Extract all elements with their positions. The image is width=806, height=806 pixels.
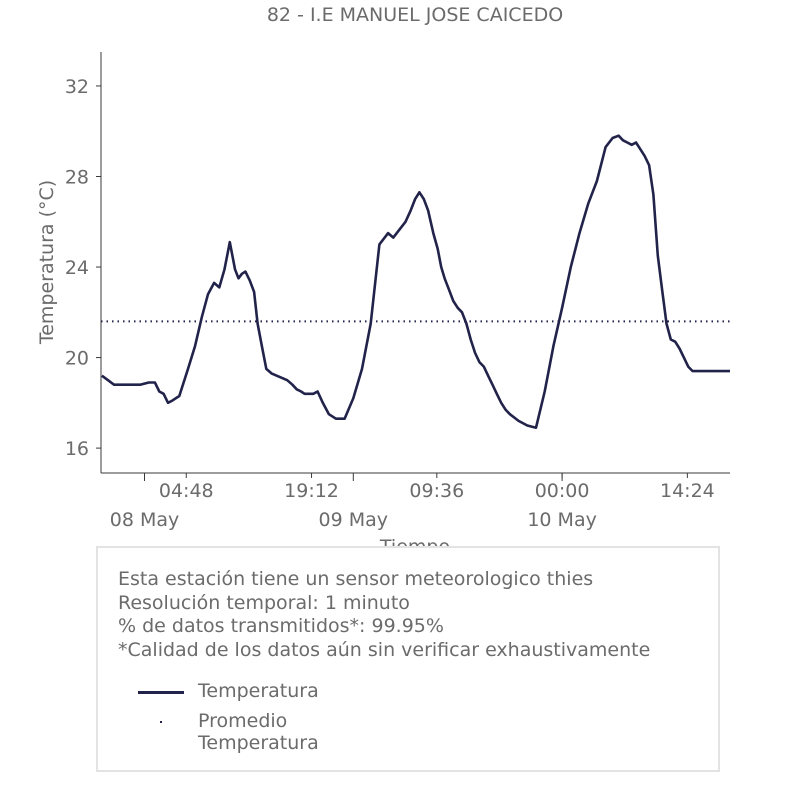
legend-line-swatch <box>138 691 184 694</box>
date-label: 10 May <box>527 509 597 531</box>
legend-label: Promedio Temperatura <box>198 710 319 754</box>
legend-dot-swatch <box>160 721 162 723</box>
info-box: Esta estación tiene un sensor meteorolog… <box>96 546 720 772</box>
y-tick-label: 28 <box>65 166 89 188</box>
y-axis-title: Temperatura (°C) <box>36 180 58 345</box>
legend-label: Temperatura <box>198 680 319 702</box>
y-tick-label: 24 <box>65 257 89 279</box>
x-tick-label: 09:36 <box>409 480 464 502</box>
x-tick-label: 14:24 <box>660 480 715 502</box>
date-label: 09 May <box>319 509 389 531</box>
date-label: 08 May <box>110 509 180 531</box>
x-tick-label: 19:12 <box>284 480 339 502</box>
sensor-info: Esta estación tiene un sensor meteorolog… <box>118 568 594 590</box>
y-tick-label: 20 <box>65 348 89 370</box>
chart-title: 82 - I.E MANUEL JOSE CAICEDO <box>267 4 563 26</box>
y-tick-label: 16 <box>65 438 89 460</box>
transmission-info: % de datos transmitidos*: 99.95% <box>118 615 444 637</box>
resolution-info: Resolución temporal: 1 minuto <box>118 591 410 614</box>
station-info: Esta estación tiene un sensor meteorolog… <box>118 568 650 662</box>
series-line-temperatura <box>101 134 730 430</box>
y-tick-label: 32 <box>65 76 89 98</box>
quality-note: *Calidad de los datos aún sin verificar … <box>118 638 651 661</box>
x-tick-label: 04:48 <box>159 480 214 502</box>
x-tick-label: 00:00 <box>535 480 590 502</box>
